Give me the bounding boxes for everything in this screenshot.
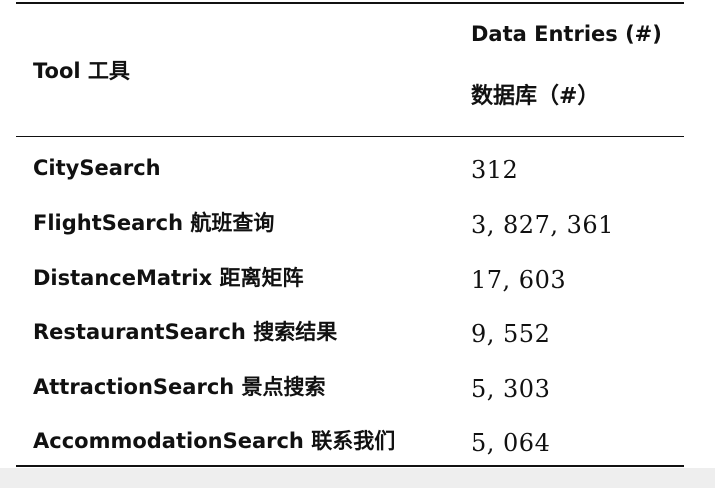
row-tool-name: FlightSearch 航班查询 [33, 211, 275, 235]
column-header-tool: Tool 工具 [33, 59, 130, 83]
row-tool-name: CitySearch [33, 156, 161, 180]
row-entries-value: 5, 303 [471, 375, 551, 403]
row-entries-value: 5, 064 [471, 429, 551, 457]
column-header-entries-zh: 数据库（#） [471, 84, 600, 109]
column-header-entries-en: Data Entries (#) [471, 22, 662, 46]
row-entries-value: 17, 603 [471, 266, 567, 294]
row-entries-value: 3, 827, 361 [471, 211, 614, 239]
row-tool-name: DistanceMatrix 距离矩阵 [33, 266, 304, 290]
row-tool-name: AttractionSearch 景点搜索 [33, 375, 326, 399]
table-top-rule [16, 2, 684, 4]
row-entries-value: 312 [471, 156, 519, 184]
page-footer-band [0, 468, 715, 488]
row-tool-name: RestaurantSearch 搜索结果 [33, 320, 338, 344]
row-tool-name: AccommodationSearch 联系我们 [33, 429, 396, 453]
row-entries-value: 9, 552 [471, 320, 551, 348]
header-separator-rule [16, 136, 684, 138]
table-bottom-rule [16, 465, 684, 467]
